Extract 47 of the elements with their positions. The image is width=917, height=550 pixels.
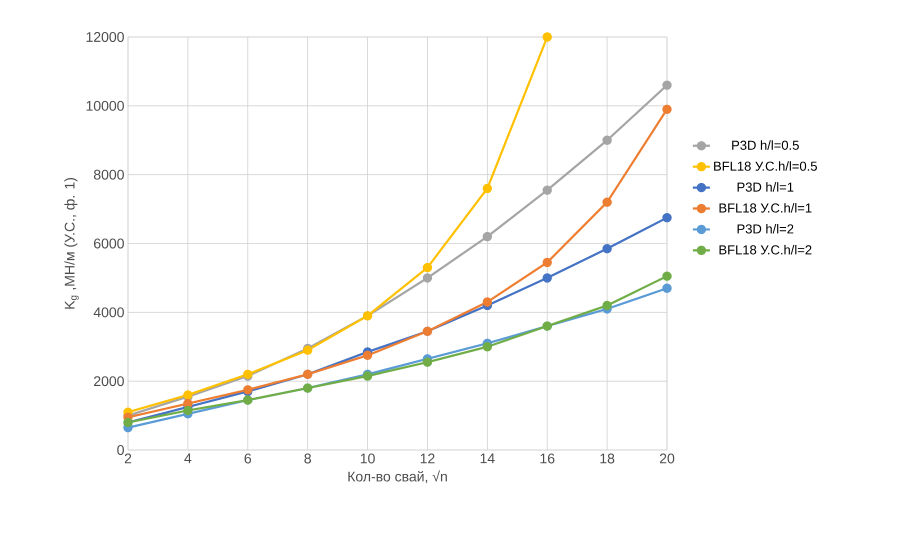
x-tick-label: 20: [660, 454, 674, 464]
x-tick-label: 10: [360, 454, 375, 464]
y-tick-label: 0: [117, 445, 124, 455]
point: [482, 184, 492, 194]
x-axis-title: Кол-во свай, √n: [348, 470, 447, 484]
point: [602, 198, 612, 207]
point: [602, 244, 612, 254]
x-tick-label: 16: [540, 454, 554, 464]
point: [482, 297, 492, 307]
point: [422, 262, 432, 272]
point: [662, 271, 672, 281]
x-tick-label: 6: [244, 454, 252, 464]
x-tick-label: 18: [600, 454, 614, 464]
point: [662, 104, 672, 114]
point: [183, 406, 193, 416]
legend-label: BFL18 У.С.h/l=2: [720, 244, 812, 254]
point: [422, 273, 432, 283]
legend-label: P3D h/l=2: [738, 224, 794, 234]
point: [602, 136, 612, 145]
y-tick-label: 6000: [94, 238, 124, 248]
point: [542, 185, 552, 195]
x-tick-label: 12: [420, 454, 435, 464]
y-tick-label: 4000: [94, 307, 124, 318]
x-tick-label: 14: [480, 454, 495, 464]
x-tick-label: 8: [304, 454, 311, 464]
point: [542, 273, 552, 283]
legend-label: BFL18 У.С.h/l=1: [720, 203, 812, 213]
y-tick-label: 10000: [86, 100, 124, 111]
y-tick-label: 8000: [94, 170, 124, 180]
point: [602, 300, 612, 310]
point: [542, 258, 552, 268]
x-tick-label: 2: [124, 454, 132, 464]
point: [362, 350, 372, 360]
x-tick-label: 4: [184, 454, 192, 464]
point: [542, 32, 552, 42]
point: [422, 358, 432, 367]
legend-label: P3D h/l=0.5: [732, 140, 799, 150]
point: [662, 212, 672, 222]
legend-label: P3D h/l=1: [738, 182, 794, 192]
point: [482, 232, 492, 242]
point: [662, 284, 672, 293]
point: [662, 80, 672, 90]
legend-label: BFL18 У.С.h/l=0.5: [714, 161, 817, 171]
y-tick-label: 12000: [86, 32, 124, 42]
y-axis-title: K$_{g}$ ,МН/м (У.С., ф. 1): [64, 178, 79, 309]
y-tick-label: 2000: [94, 376, 124, 386]
point: [482, 342, 492, 352]
